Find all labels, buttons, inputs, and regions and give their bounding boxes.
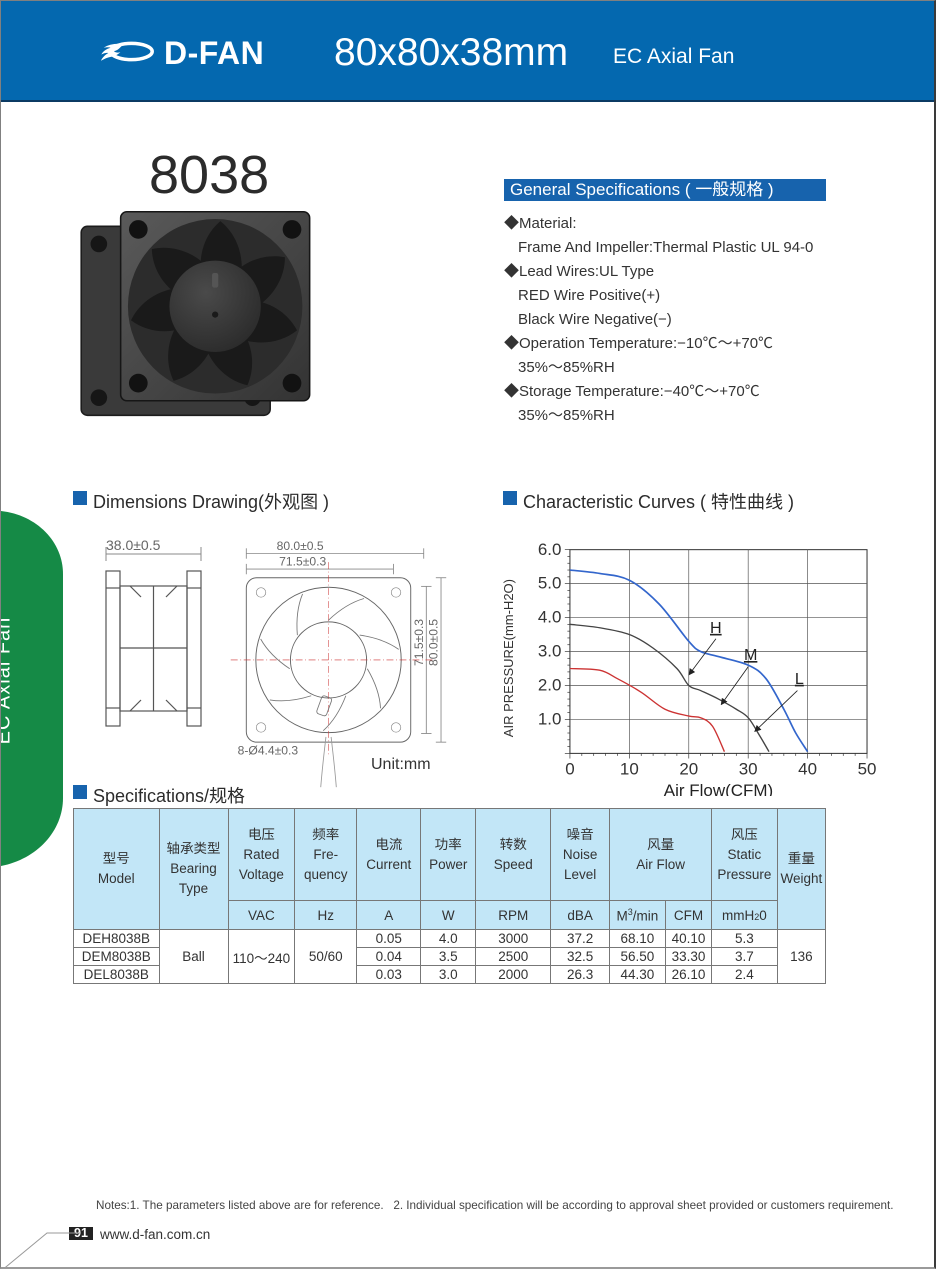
svg-text:5.0: 5.0	[538, 574, 562, 593]
svg-text:71.5±0.3: 71.5±0.3	[412, 619, 426, 666]
svg-text:80.0±0.5: 80.0±0.5	[277, 539, 324, 553]
svg-text:71.5±0.3: 71.5±0.3	[279, 555, 326, 569]
svg-text:80.0±0.5: 80.0±0.5	[427, 619, 441, 666]
svg-text:38.0±0.5: 38.0±0.5	[106, 537, 161, 553]
svg-text:20: 20	[679, 760, 698, 779]
svg-text:L: L	[795, 670, 804, 688]
svg-text:0: 0	[565, 760, 574, 779]
svg-text:30: 30	[739, 760, 758, 779]
svg-text:H: H	[710, 619, 722, 637]
svg-text:Air Flow(CFM): Air Flow(CFM)	[664, 781, 773, 796]
svg-text:40: 40	[798, 760, 817, 779]
svg-text:8-Ø4.4±0.3: 8-Ø4.4±0.3	[238, 743, 299, 757]
svg-text:3.0: 3.0	[538, 642, 562, 661]
svg-text:6.0: 6.0	[538, 541, 562, 559]
svg-text:10: 10	[620, 760, 639, 779]
svg-text:2.0: 2.0	[538, 676, 562, 695]
svg-text:1.0: 1.0	[538, 710, 562, 729]
svg-text:M: M	[744, 646, 757, 664]
svg-text:4.0: 4.0	[538, 608, 562, 627]
svg-text:50: 50	[858, 760, 877, 779]
